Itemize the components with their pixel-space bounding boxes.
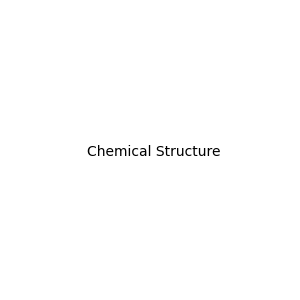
Text: Chemical Structure: Chemical Structure: [87, 145, 220, 158]
